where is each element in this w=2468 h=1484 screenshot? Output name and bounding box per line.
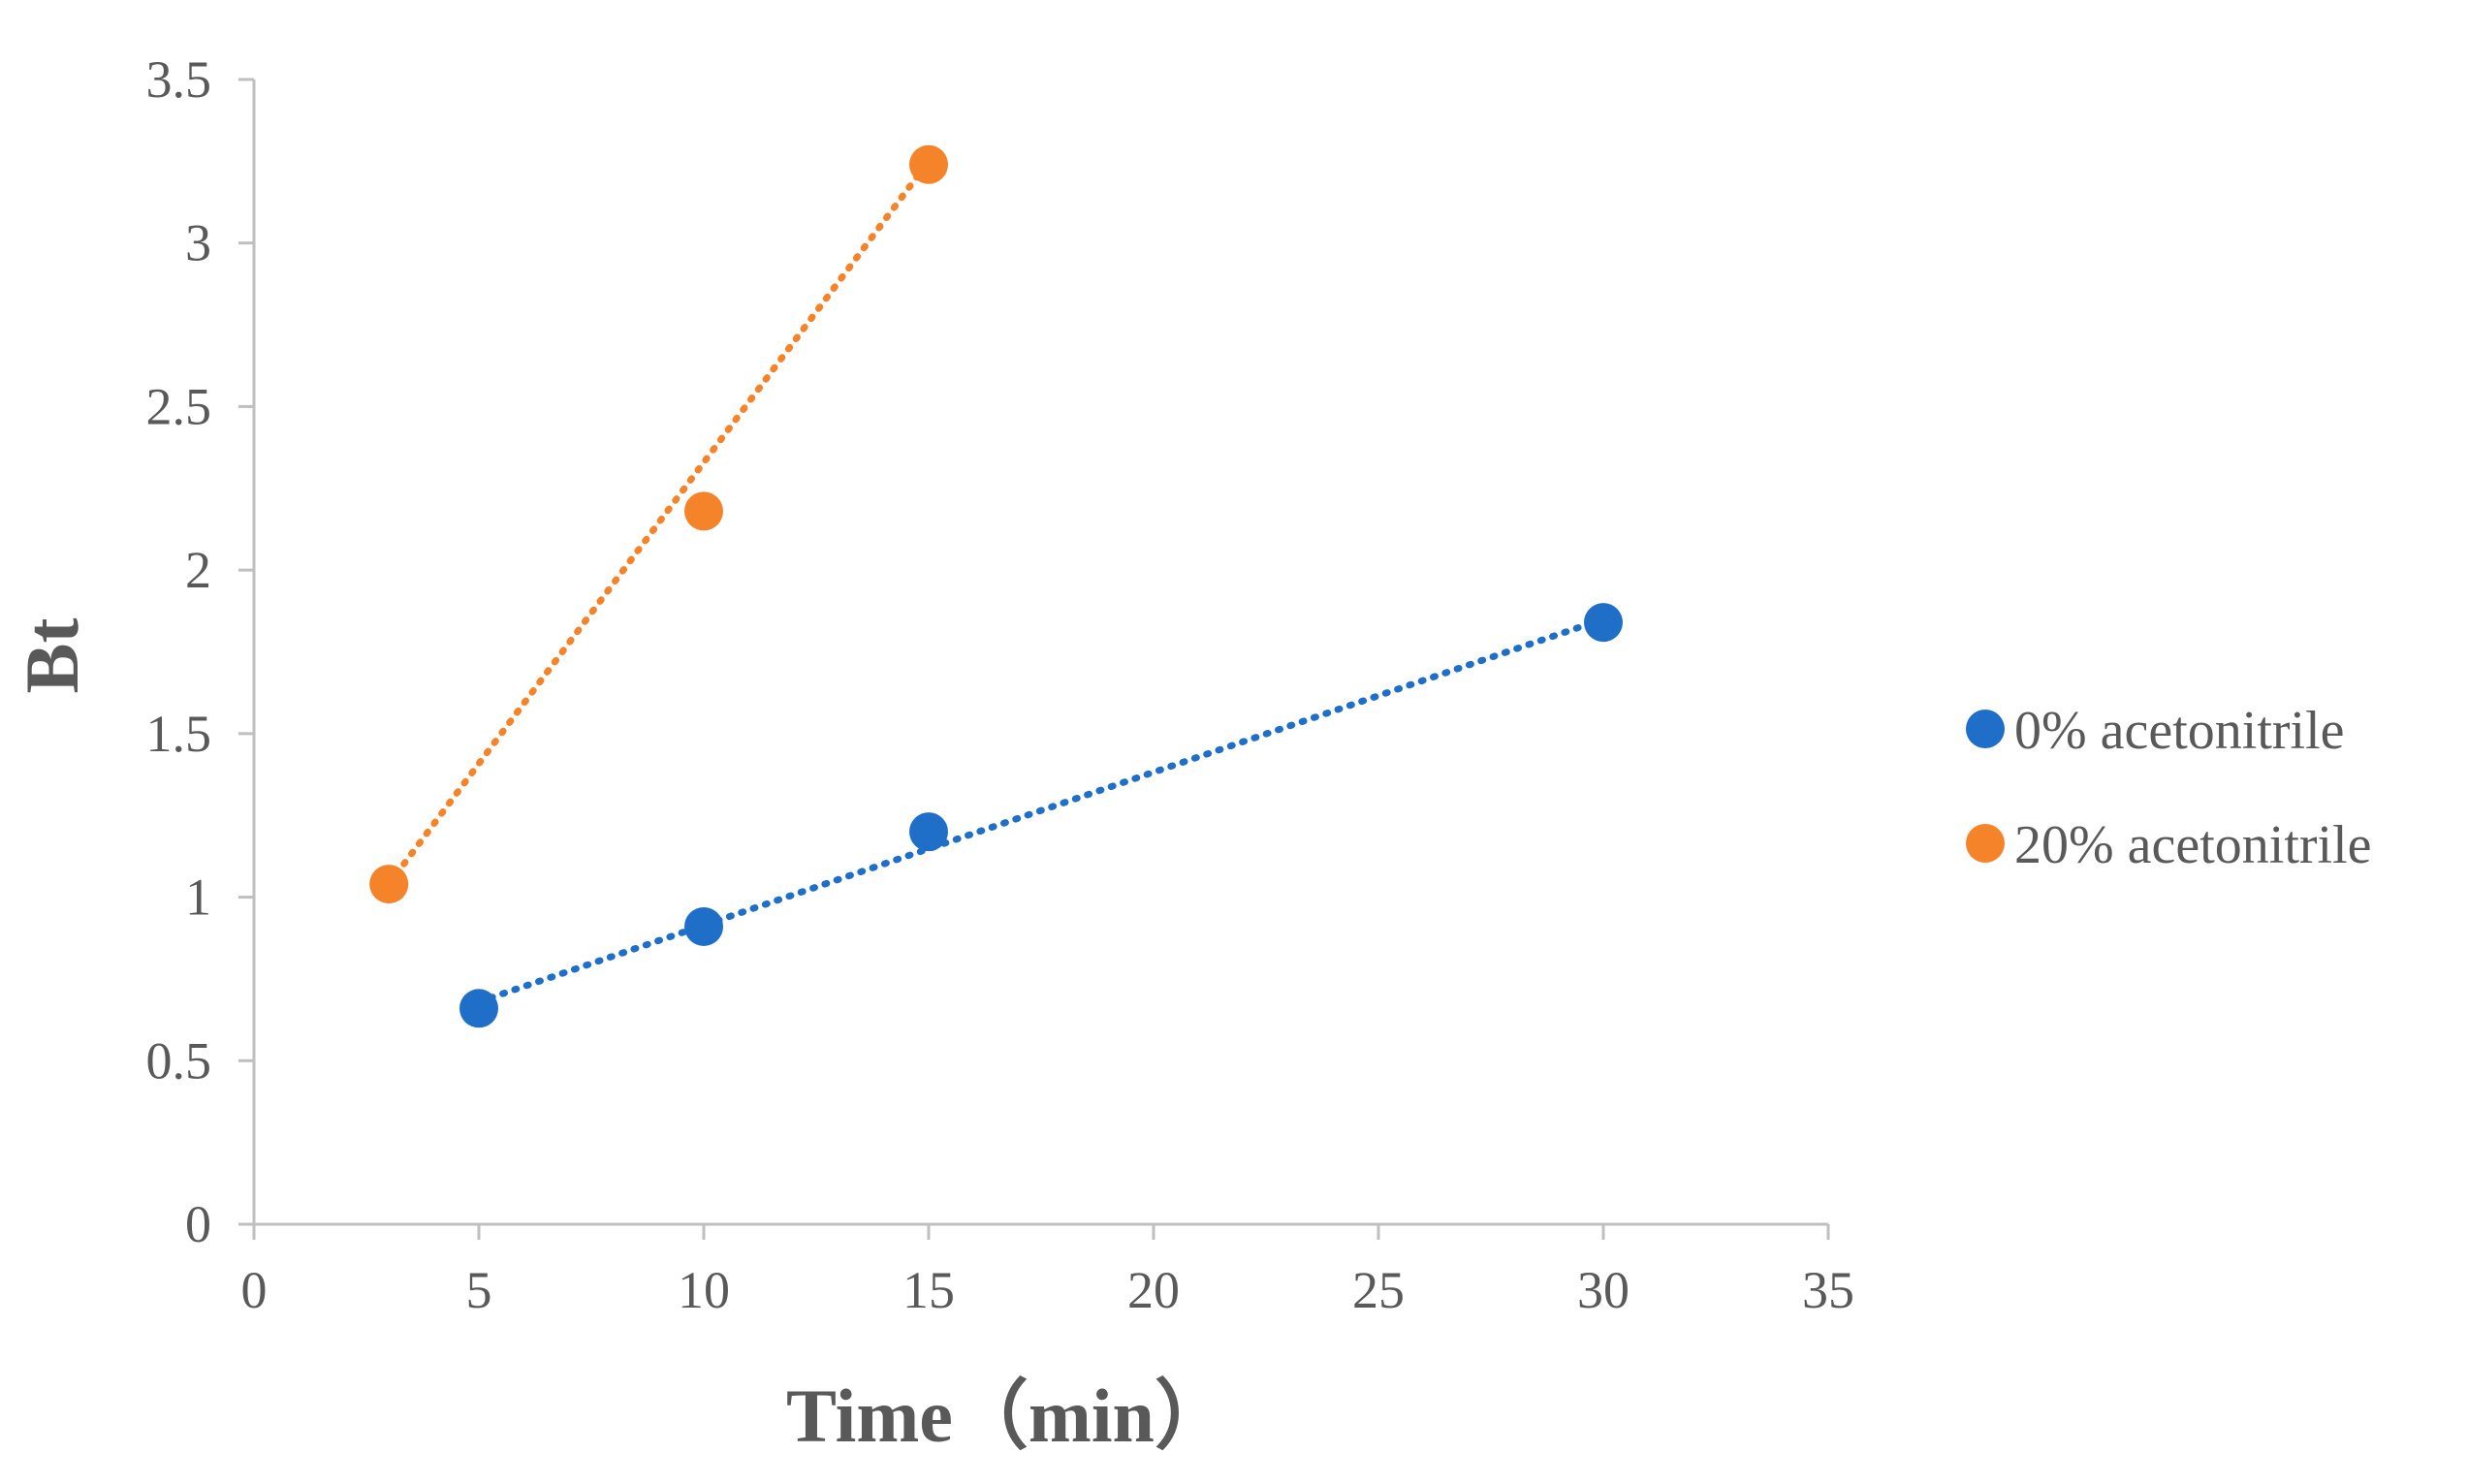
y-axis-title: Bt (10, 617, 94, 693)
trendline-series-1 (385, 157, 933, 888)
y-ticks: 0 0.5 1 1.5 2 2.5 3 3.5 (146, 50, 254, 1253)
y-tick-label: 2 (185, 541, 211, 599)
x-tick-label: 30 (1577, 1261, 1630, 1319)
x-tick-label: 25 (1352, 1261, 1405, 1319)
data-point-series-0-1 (684, 906, 723, 946)
legend-marker-series-0 (1966, 710, 2005, 748)
data-point-series-1-0 (369, 865, 409, 904)
y-tick-label: 3.5 (146, 50, 212, 109)
x-tick-label: 5 (466, 1261, 492, 1319)
legend-label-series-1: 20% acetonitrile (2014, 815, 2372, 875)
y-tick-label: 3 (185, 214, 211, 272)
y-tick-label: 1 (185, 868, 211, 927)
data-point-series-1-1 (684, 491, 723, 531)
x-tick-label: 0 (241, 1261, 268, 1319)
x-tick-label: 35 (1802, 1261, 1854, 1319)
axes (252, 79, 1828, 1226)
x-ticks: 0 5 10 15 20 25 30 35 (241, 1224, 1854, 1319)
y-tick-label: 1.5 (146, 705, 212, 763)
data-point-series-1-2 (909, 144, 948, 184)
x-tick-label: 10 (678, 1261, 730, 1319)
legend: 0% acetonitrile 20% acetonitrile (1966, 701, 2372, 875)
y-tick-label: 2.5 (146, 377, 212, 435)
legend-marker-series-1 (1966, 824, 2005, 863)
y-tick-label: 0 (185, 1195, 211, 1253)
x-tick-label: 15 (902, 1261, 955, 1319)
x-axis-title: Time（min） (786, 1373, 1230, 1458)
data-points (369, 144, 1623, 1028)
legend-label-series-0: 0% acetonitrile (2014, 701, 2345, 761)
trendline-series-0 (475, 616, 1607, 1006)
y-tick-label: 0.5 (146, 1031, 212, 1089)
data-point-series-0-0 (459, 989, 498, 1028)
data-point-series-0-2 (909, 812, 948, 852)
data-point-series-0-3 (1584, 603, 1623, 643)
trendlines (385, 157, 1607, 1006)
x-tick-label: 20 (1127, 1261, 1180, 1319)
